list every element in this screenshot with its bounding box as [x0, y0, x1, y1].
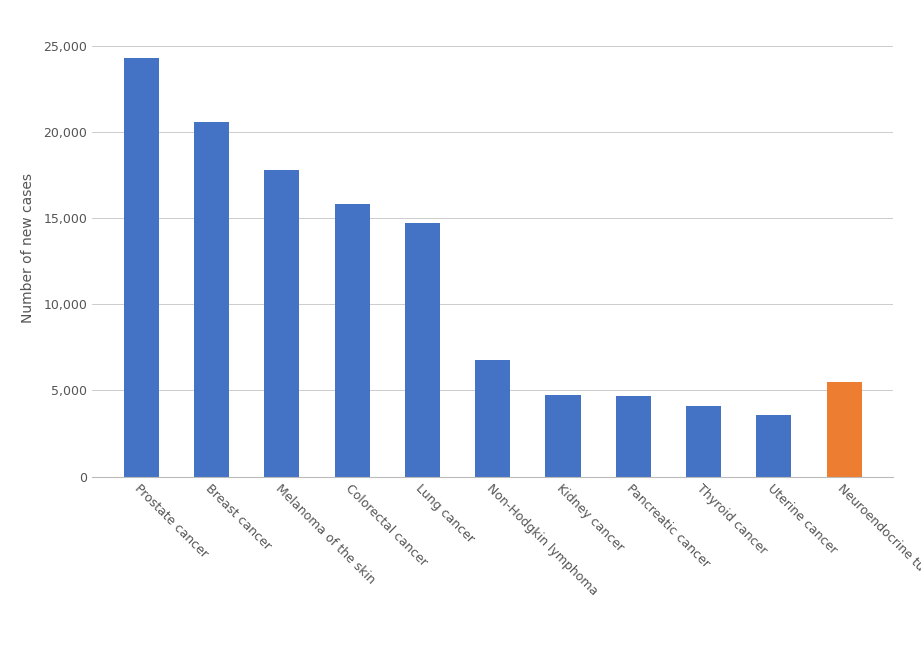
Bar — [545, 395, 580, 477]
Bar — [334, 205, 369, 477]
Y-axis label: Number of new cases: Number of new cases — [21, 173, 35, 323]
Bar — [686, 406, 721, 477]
Bar — [475, 360, 510, 477]
Bar — [264, 170, 299, 477]
Bar — [123, 58, 159, 477]
Bar — [827, 382, 862, 477]
Bar — [756, 416, 791, 477]
Bar — [194, 122, 229, 477]
Bar — [616, 396, 651, 477]
Bar — [405, 223, 440, 477]
